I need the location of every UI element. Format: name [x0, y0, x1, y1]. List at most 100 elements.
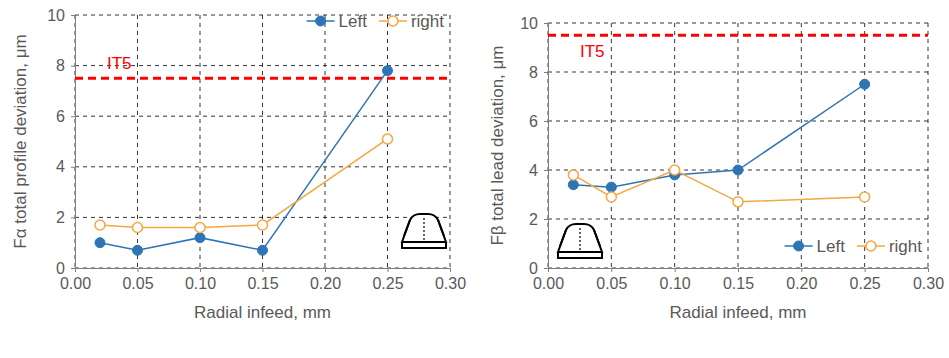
x-tick-label: 0.30 — [435, 275, 466, 292]
data-point — [568, 170, 578, 180]
y-tick-label: 2 — [56, 209, 65, 226]
x-tick: 0.05 — [122, 268, 153, 292]
y-axis: 0 2 4 6 8 10 — [520, 15, 548, 277]
legend-item: Left — [307, 12, 368, 31]
y-tick: 6 — [56, 108, 75, 125]
y-tick-label: 4 — [56, 158, 65, 175]
data-point — [733, 165, 743, 175]
x-tick-label: 0.05 — [122, 275, 153, 292]
x-axis-title: Radial infeed, mm — [669, 303, 806, 322]
x-axis: 0.000.050.100.150.200.250.30 — [533, 268, 944, 292]
y-tick-label: 8 — [56, 57, 65, 74]
legend-item: right — [379, 12, 444, 31]
data-point — [195, 223, 205, 233]
grid-line — [864, 23, 865, 268]
x-tick-mark — [263, 268, 264, 272]
x-tick: 0.30 — [435, 268, 466, 292]
x-tick-label: 0.10 — [185, 275, 216, 292]
y-tick-label: 10 — [47, 7, 65, 24]
data-point — [95, 238, 105, 248]
y-tick-mark — [544, 121, 548, 122]
y-tick-label: 6 — [529, 113, 538, 130]
y-tick: 8 — [529, 64, 548, 81]
legend-symbol — [388, 16, 398, 26]
legend-label: Left — [339, 12, 368, 31]
x-tick: 0.10 — [185, 268, 216, 292]
legend-label: right — [411, 12, 444, 31]
data-point — [860, 79, 870, 89]
y-axis-line — [75, 16, 76, 269]
y-tick: 8 — [56, 57, 75, 74]
y-axis-title: Fβ total lead deviation, μm — [488, 45, 507, 245]
legend-label: Left — [817, 237, 846, 256]
x-tick-label: 0.20 — [310, 275, 341, 292]
x-axis: 0.00 0.05 0.10 0.15 0.20 0.25 0.30 — [60, 268, 466, 292]
icon-shape — [402, 214, 446, 242]
icon-shape — [579, 228, 580, 252]
x-tick-label: 0.05 — [596, 275, 627, 292]
series-line — [573, 170, 864, 202]
icon — [558, 224, 602, 258]
y-tick-mark — [71, 217, 75, 218]
data-point — [258, 245, 268, 255]
y-tick: 0 — [529, 260, 548, 277]
y-tick-label: 10 — [520, 15, 538, 32]
plot-area — [75, 66, 450, 256]
x-tick: 0.10 — [660, 268, 691, 292]
y-tick-label: 6 — [56, 108, 65, 125]
x-tick-mark — [138, 268, 139, 272]
x-tick-mark — [450, 268, 451, 272]
y-tick: 4 — [56, 158, 75, 175]
x-tick-label: 0.00 — [60, 275, 91, 292]
grid-line — [325, 15, 326, 268]
grid-line — [548, 23, 549, 268]
y-axis-line — [548, 24, 549, 269]
data-point — [95, 220, 105, 230]
annotation: IT5 — [107, 54, 132, 73]
x-tick: 0.15 — [247, 268, 278, 292]
x-tick-label: 0.15 — [247, 275, 278, 292]
y-tick-mark — [544, 268, 548, 269]
grid-line — [75, 116, 450, 117]
chart: 0.000.050.100.150.200.250.300246810Radia… — [488, 15, 944, 322]
icon — [402, 214, 446, 248]
x-tick: 0.25 — [850, 268, 881, 292]
y-tick: 2 — [56, 209, 75, 226]
data-point — [258, 220, 268, 230]
y-tick-mark — [71, 116, 75, 117]
x-tick-mark — [675, 268, 676, 272]
data-point — [195, 233, 205, 243]
legend: Left right — [307, 12, 445, 31]
annotation: IT5 — [580, 42, 605, 61]
plot-area — [548, 35, 928, 207]
y-tick-label: 4 — [529, 162, 538, 179]
x-tick-label: 0.30 — [913, 275, 944, 292]
y-tick-label: 2 — [529, 211, 538, 228]
y-tick-mark — [71, 15, 75, 16]
y-tick-mark — [71, 268, 75, 269]
x-tick-label: 0.25 — [850, 275, 881, 292]
y-tick-mark — [544, 219, 548, 220]
y-tick-mark — [544, 170, 548, 171]
series-line — [100, 139, 388, 228]
data-point — [606, 192, 616, 202]
y-tick-label: 0 — [529, 260, 538, 277]
x-tick: 0.30 — [913, 268, 944, 292]
grid-line — [75, 15, 76, 268]
legend-item: right — [857, 237, 922, 256]
data-point — [568, 180, 578, 190]
y-tick-mark — [71, 167, 75, 168]
legend-symbol — [866, 241, 876, 251]
x-tick: 0.15 — [723, 268, 754, 292]
y-tick: 10 — [520, 15, 548, 32]
x-tick-label: 0.25 — [372, 275, 403, 292]
x-tick-mark — [200, 268, 201, 272]
y-tick-mark — [71, 66, 75, 67]
y-tick-label: 0 — [56, 260, 65, 277]
data-point — [606, 182, 616, 192]
x-tick-label: 0.20 — [786, 275, 817, 292]
data-point — [733, 197, 743, 207]
legend-symbol — [794, 241, 804, 251]
chart: 0.000.050.100.150.200.250.300246810Radia… — [11, 7, 466, 322]
series-line — [573, 84, 864, 187]
